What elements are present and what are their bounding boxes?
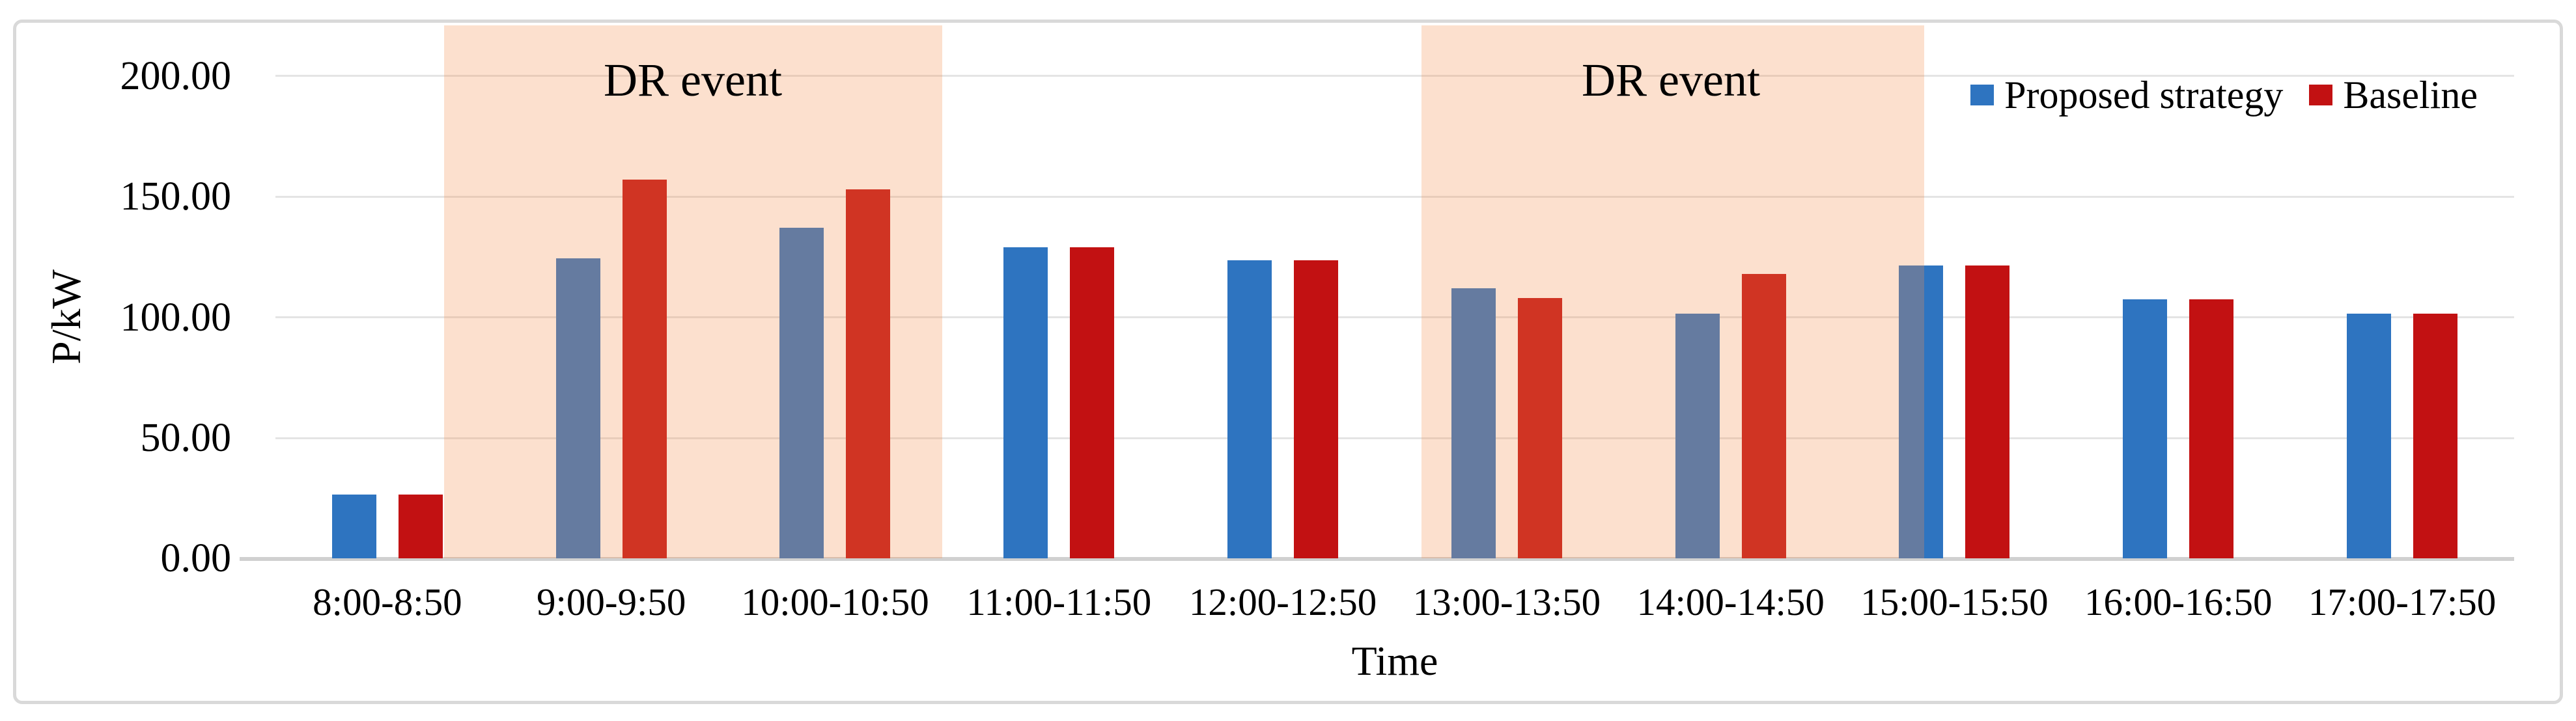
x-tick: 15:00-15:50 (1860, 580, 2049, 623)
x-tick: 9:00-9:50 (536, 580, 686, 623)
y-tick-0: 0.00 (160, 536, 232, 580)
slot-8:00 (275, 25, 499, 558)
x-tick: 16:00-16:50 (2084, 580, 2273, 623)
bar-proposed (2347, 313, 2392, 558)
bar-baseline (622, 180, 667, 558)
slot-16:00 (2066, 25, 2290, 558)
x-tick-labels: 8:00-8:50 9:00-9:50 10:00-10:50 11:00-11… (275, 577, 2514, 627)
plot-area: DR event DR event Proposed strategy Base… (275, 25, 2514, 558)
slot-13:00 (1395, 25, 1619, 558)
slot-14:00 (1619, 25, 1843, 558)
slot-17:00 (2290, 25, 2514, 558)
bar-baseline (1965, 265, 2010, 558)
dr-event-region-2 (1421, 25, 1924, 558)
bar-proposed (779, 228, 824, 558)
gridline-50 (275, 437, 2514, 439)
gridline-150 (275, 196, 2514, 198)
dr-event-label-1: DR event (604, 54, 782, 106)
bar-baseline (1517, 297, 1562, 558)
slot-11:00 (947, 25, 1171, 558)
legend: Proposed strategy Baseline (1970, 74, 2478, 116)
y-tick-150: 150.00 (120, 174, 232, 219)
gridline-200 (275, 75, 2514, 77)
bar-proposed (1899, 265, 1944, 558)
slot-9:00 (499, 25, 723, 558)
gridline-100 (275, 316, 2514, 318)
bar-baseline (846, 189, 891, 558)
slot-10:00 (723, 25, 947, 558)
bar-proposed (1675, 313, 1720, 558)
x-tick: 13:00-13:50 (1412, 580, 1601, 623)
y-tick-50: 50.00 (140, 416, 232, 460)
bar-slots (275, 25, 2514, 558)
bar-proposed (555, 258, 600, 558)
x-tick: 11:00-11:50 (966, 580, 1152, 623)
bar-baseline (1294, 260, 1339, 558)
bar-proposed (2123, 299, 2168, 558)
bar-baseline (2189, 299, 2234, 558)
bar-proposed (1227, 260, 1272, 558)
bar-baseline (2413, 313, 2458, 558)
bar-proposed (1451, 288, 1496, 558)
y-tick-200: 200.00 (120, 54, 232, 98)
x-axis-title: Time (1351, 638, 1438, 684)
x-tick: 14:00-14:50 (1636, 580, 1825, 623)
legend-label-proposed: Proposed strategy (2004, 74, 2284, 116)
slot-12:00 (1171, 25, 1395, 558)
x-tick: 10:00-10:50 (741, 580, 929, 623)
bar-proposed (331, 494, 376, 558)
bar-baseline (1741, 273, 1786, 558)
x-axis-line (240, 557, 2514, 561)
x-tick: 17:00-17:50 (2308, 580, 2497, 623)
legend-swatch-proposed-icon (1970, 85, 1995, 105)
x-tick: 8:00-8:50 (313, 580, 462, 623)
legend-swatch-baseline-icon (2309, 85, 2333, 105)
slot-15:00 (1843, 25, 2067, 558)
dr-event-label-2: DR event (1582, 54, 1760, 106)
y-tick-100: 100.00 (120, 295, 232, 340)
bar-baseline (398, 494, 443, 558)
bar-proposed (1003, 247, 1048, 558)
legend-label-baseline: Baseline (2343, 74, 2478, 116)
bar-baseline (1070, 247, 1115, 558)
x-tick: 12:00-12:50 (1188, 580, 1377, 623)
dr-event-region-1 (444, 25, 942, 558)
